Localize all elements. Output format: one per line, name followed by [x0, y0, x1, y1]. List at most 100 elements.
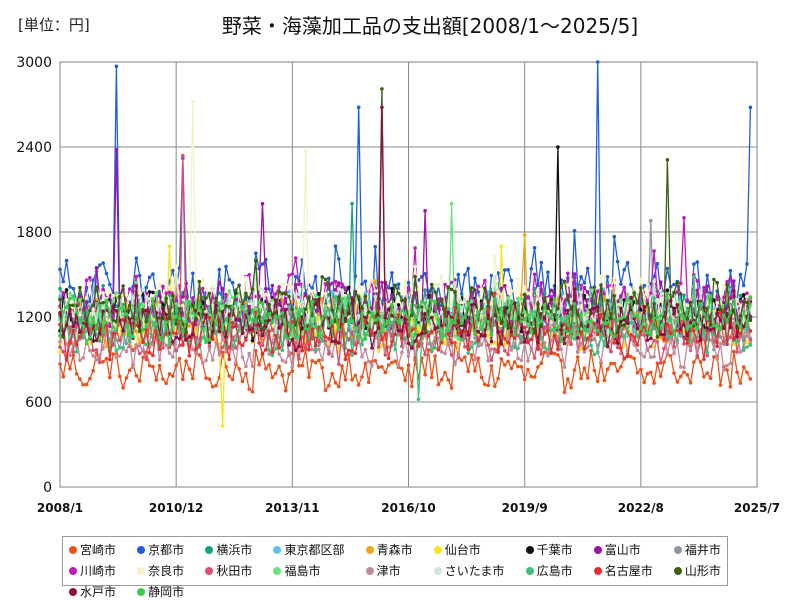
- data-point: [61, 291, 66, 295]
- legend-label: 千葉市: [536, 543, 573, 557]
- data-point: [732, 289, 736, 293]
- data-point: [257, 341, 261, 345]
- data-point: [732, 298, 736, 302]
- data-point: [147, 317, 152, 321]
- data-point: [496, 349, 500, 354]
- data-point: [416, 397, 421, 402]
- data-point: [396, 363, 401, 368]
- data-point: [609, 339, 613, 343]
- data-point: [456, 297, 461, 301]
- data-point: [585, 319, 590, 324]
- data-point: [194, 351, 198, 356]
- data-point: [712, 355, 716, 359]
- data-point: [738, 303, 743, 308]
- data-point: [469, 286, 474, 290]
- data-point: [649, 319, 653, 324]
- data-point: [224, 364, 228, 369]
- data-point: [310, 327, 315, 332]
- data-point: [127, 368, 132, 373]
- data-point: [74, 324, 79, 329]
- data-point: [572, 274, 577, 278]
- data-point: [71, 342, 76, 346]
- data-point: [230, 320, 235, 325]
- data-point: [556, 306, 560, 311]
- data-point: [78, 335, 82, 339]
- data-point: [333, 312, 338, 316]
- data-point: [406, 363, 411, 368]
- data-point: [406, 315, 411, 320]
- data-point: [171, 374, 175, 378]
- data-point: [217, 352, 222, 357]
- data-point: [599, 283, 603, 287]
- data-point: [184, 359, 188, 363]
- data-point: [423, 272, 427, 276]
- data-point: [317, 358, 321, 363]
- legend-swatch: [69, 545, 77, 554]
- data-point: [552, 321, 557, 326]
- data-point: [685, 341, 690, 345]
- data-point: [88, 299, 92, 304]
- data-point: [141, 302, 145, 307]
- data-point: [509, 299, 514, 303]
- data-point: [702, 285, 706, 290]
- data-point: [257, 362, 261, 367]
- data-point: [197, 353, 202, 357]
- data-point: [360, 355, 364, 359]
- data-point: [466, 266, 471, 271]
- data-point: [619, 303, 623, 308]
- data-point: [483, 307, 487, 312]
- data-point: [549, 297, 553, 302]
- data-point: [579, 312, 583, 317]
- data-point: [141, 287, 145, 292]
- data-point: [529, 289, 534, 294]
- data-point: [582, 346, 587, 351]
- data-point: [117, 338, 122, 343]
- data-point: [675, 380, 680, 384]
- data-point: [320, 358, 325, 362]
- data-point: [732, 279, 736, 283]
- legend-label: さいたま市: [444, 564, 505, 578]
- data-point: [625, 334, 630, 338]
- data-point: [542, 350, 547, 355]
- data-point: [493, 291, 497, 296]
- data-point: [420, 332, 424, 336]
- data-point: [516, 333, 520, 338]
- data-point: [91, 368, 95, 373]
- data-point: [649, 291, 653, 295]
- data-point: [559, 316, 563, 321]
- data-point: [503, 337, 507, 341]
- data-point: [376, 345, 381, 349]
- data-point: [277, 352, 281, 356]
- data-point: [506, 352, 510, 357]
- data-point: [380, 329, 384, 334]
- data-point: [522, 233, 527, 237]
- data-point: [360, 282, 364, 286]
- data-point: [745, 262, 749, 266]
- data-point: [227, 289, 232, 293]
- data-point: [61, 374, 66, 379]
- data-point: [270, 319, 275, 324]
- legend-swatch: [525, 566, 534, 575]
- data-point: [84, 382, 89, 387]
- data-point: [260, 302, 265, 306]
- data-point: [562, 311, 567, 315]
- data-point: [728, 296, 733, 300]
- data-point: [111, 352, 115, 356]
- data-point: [559, 284, 563, 288]
- data-point: [333, 291, 338, 296]
- data-point: [449, 287, 454, 292]
- data-point: [605, 298, 610, 303]
- data-point: [572, 336, 577, 341]
- data-point: [290, 320, 295, 324]
- data-point: [220, 304, 225, 309]
- data-point: [323, 341, 328, 346]
- data-point: [456, 331, 461, 336]
- data-point: [373, 279, 378, 283]
- data-point: [635, 370, 640, 375]
- data-point: [267, 302, 271, 307]
- y-tick-label: 0: [43, 480, 52, 496]
- legend-item: 秋田市: [205, 562, 252, 579]
- data-point: [84, 319, 89, 323]
- data-point: [741, 309, 746, 314]
- data-point: [127, 287, 132, 291]
